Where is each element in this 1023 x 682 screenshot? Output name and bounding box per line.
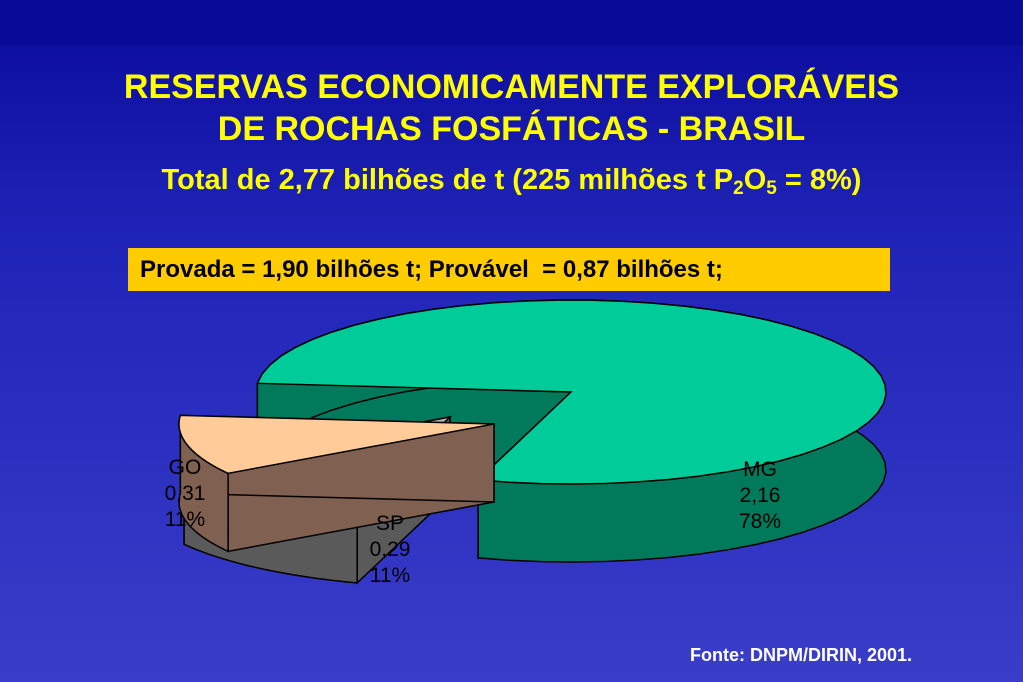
subtitle-sub1: 2 xyxy=(733,178,744,199)
sp-name: SP xyxy=(375,512,404,535)
subtitle-suffix: = 8%) xyxy=(776,164,862,196)
sp-percent: 11% xyxy=(369,564,411,587)
source-note: Fonte: DNPM/DIRIN, 2001. xyxy=(690,645,913,665)
go-name: GO xyxy=(168,456,202,479)
mg-value: 2,16 xyxy=(739,484,781,507)
pie-slice-sp xyxy=(178,414,495,553)
reserves-note: Provada = 1,90 bilhões t; Provável = 0,8… xyxy=(128,248,890,291)
sp-value: 0,29 xyxy=(369,538,411,561)
subtitle-prefix: Total de 2,77 bilhões de t (225 milhões … xyxy=(161,164,734,196)
mg-percent: 78% xyxy=(738,510,782,533)
slice-label-sp: SP 0,29 11% xyxy=(335,511,445,589)
go-value: 0,31 xyxy=(164,482,206,505)
slice-top-mg xyxy=(256,299,887,485)
slice-label-go: GO 0,31 11% xyxy=(130,455,240,533)
slice-label-mg: MG 2,16 78% xyxy=(700,457,820,535)
title-line-2: DE ROCHAS FOSFÁTICAS - BRASIL xyxy=(217,110,806,148)
go-percent: 11% xyxy=(164,508,206,531)
mg-name: MG xyxy=(743,458,777,481)
title-line-1: RESERVAS ECONOMICAMENTE EXPLORÁVEIS xyxy=(123,68,900,106)
chart-subtitle: Total de 2,77 bilhões de t (225 milhões … xyxy=(0,162,1023,207)
subtitle-sub2: 5 xyxy=(766,178,777,199)
chart-title: RESERVAS ECONOMICAMENTE EXPLORÁVEIS DE R… xyxy=(0,66,1023,150)
subtitle-mid: O xyxy=(743,164,767,196)
slice-top-sp xyxy=(178,414,495,475)
header-band xyxy=(0,0,1023,46)
